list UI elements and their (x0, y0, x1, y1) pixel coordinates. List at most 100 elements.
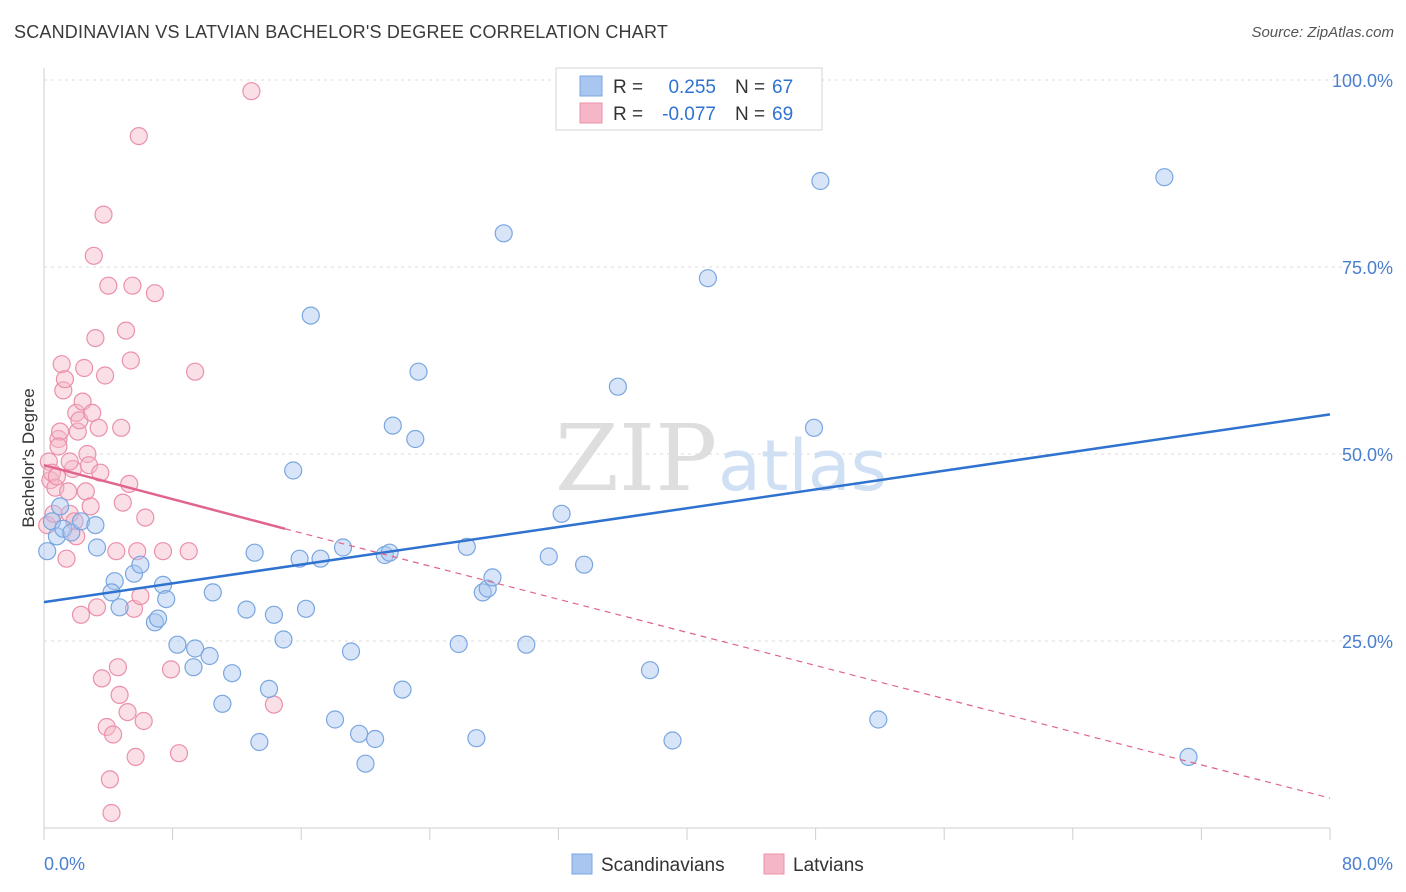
latvians-point-60 (169, 744, 189, 763)
latvians-point-49 (123, 276, 142, 295)
y-tick-labels: 100.0% 75.0% 50.0% 25.0% (1332, 71, 1393, 652)
scandinavians-points (38, 168, 1198, 773)
scandinavians-point-29 (264, 605, 283, 624)
scandinavians-point-33 (296, 599, 316, 618)
legend-swatch-scandinavians (579, 75, 603, 97)
latvians-point-35 (97, 717, 116, 737)
scandinavians-point-60 (640, 661, 660, 680)
y-tick-label-75: 75.0% (1342, 258, 1393, 278)
latvians-point-19 (71, 605, 91, 624)
scandinavians-point-59 (608, 377, 628, 396)
bottom-legend-swatch-scandinavians (571, 853, 593, 875)
scandinavians-point-45 (393, 680, 412, 699)
latvians-point-46 (118, 702, 137, 722)
scandinavians-point-26 (245, 543, 264, 562)
latvians-point-33 (94, 205, 113, 224)
latvians-point-48 (121, 351, 140, 370)
latvians-point-39 (103, 725, 123, 744)
latvians-point-51 (126, 747, 145, 767)
scandinavians-point-21 (200, 646, 219, 666)
latvians-point-17 (68, 422, 87, 441)
latvians-point-61 (179, 542, 198, 561)
legend-r-label-2: R = (613, 104, 643, 125)
latvians-point-59 (161, 660, 181, 679)
scandinavians-point-49 (457, 537, 476, 556)
scandinavians-point-47 (409, 362, 428, 381)
y-tick-label-25: 25.0% (1342, 632, 1393, 652)
latvians-point-32 (92, 669, 112, 688)
scandinavians-point-41 (366, 729, 385, 749)
scandinavians-point-34 (301, 306, 320, 325)
latvians-point-36 (99, 276, 118, 295)
latvians-trend-line (43, 464, 286, 531)
latvians-point-22 (76, 482, 95, 501)
scandinavians-point-7 (87, 538, 107, 557)
latvians-point-38 (102, 803, 121, 823)
scandinavians-point-67 (1179, 747, 1198, 767)
watermark-atlas: atlas (718, 425, 887, 507)
y-tick-label-50: 50.0% (1342, 445, 1393, 465)
latvians-point-8 (50, 422, 70, 441)
scandinavians-point-39 (350, 724, 369, 743)
scandinavians-point-27 (250, 732, 269, 752)
y-axis-label: Bachelor's Degree (19, 388, 38, 527)
scandinavians-point-30 (274, 630, 293, 649)
latvians-points (38, 82, 283, 823)
latvians-point-65 (57, 549, 76, 568)
scandinavians-point-56 (539, 547, 558, 566)
scandinavians-point-66 (1155, 168, 1174, 187)
latvians-point-64 (242, 82, 261, 101)
scandinavians-point-22 (203, 583, 222, 602)
latvians-point-11 (55, 370, 75, 389)
legend-n-value-2: 69 (772, 104, 793, 125)
scandinavians-point-48 (449, 634, 468, 654)
scandinavians-point-9 (105, 572, 124, 591)
legend-r-label-1: R = (613, 77, 643, 98)
latvians-point-29 (87, 598, 107, 617)
legend-swatch-latvians (579, 102, 603, 124)
scandinavians-point-52 (478, 579, 497, 598)
legend-n-label-2: N = (735, 104, 765, 125)
latvians-point-68 (60, 452, 79, 471)
scandinavians-point-36 (325, 710, 345, 729)
scandinavians-point-2 (47, 527, 67, 546)
latvians-point-58 (153, 542, 173, 561)
scandinavians-point-64 (811, 171, 830, 191)
latvians-point-40 (107, 542, 126, 561)
y-tick-label-100: 100.0% (1332, 71, 1393, 91)
latvians-point-4 (44, 504, 63, 523)
latvians-point-34 (95, 366, 115, 385)
latvians-point-12 (58, 482, 78, 501)
latvians-point-26 (83, 403, 102, 422)
watermark: ZIP atlas (555, 405, 887, 512)
latvians-point-7 (49, 429, 68, 449)
trend-lines (43, 413, 1331, 799)
scandinavians-point-46 (406, 429, 425, 449)
scandinavians-point-55 (517, 635, 536, 654)
latvians-point-53 (129, 127, 148, 146)
latvians-point-21 (75, 358, 94, 378)
latvians-point-55 (134, 711, 153, 731)
scandinavians-point-20 (186, 639, 205, 658)
scandinavians-point-3 (50, 497, 70, 516)
scandinavians-point-19 (184, 658, 203, 677)
scandinavians-point-63 (804, 418, 824, 437)
scandinavians-point-40 (356, 754, 375, 773)
latvians-point-43 (112, 418, 131, 437)
scandinavians-point-11 (110, 598, 129, 617)
legend-r-value-1: 0.255 (668, 77, 716, 98)
chart-title: SCANDINAVIAN VS LATVIAN BACHELOR'S DEGRE… (14, 22, 669, 42)
scandinavians-point-31 (284, 461, 303, 480)
scandinavians-point-58 (574, 555, 594, 574)
scandinavians-point-57 (552, 504, 571, 523)
bottom-legend-label-scandinavians: Scandinavians (601, 855, 725, 876)
legend-n-value-1: 67 (772, 77, 793, 98)
x-ticks (43, 828, 1331, 840)
latvians-point-52 (128, 542, 147, 561)
scandinavians-point-65 (869, 710, 888, 729)
latvians-point-41 (108, 658, 128, 677)
scandinavians-point-24 (223, 664, 242, 683)
x-tick-label-max: 80.0% (1342, 854, 1393, 874)
latvians-point-45 (116, 321, 136, 340)
